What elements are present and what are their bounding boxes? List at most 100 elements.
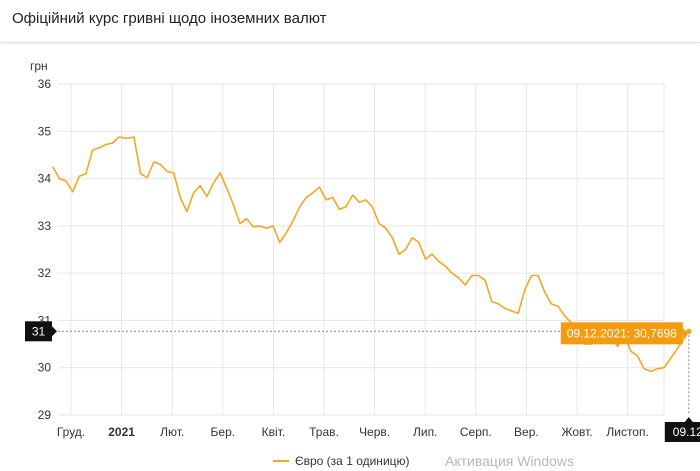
data-point[interactable] — [550, 302, 553, 305]
data-point[interactable] — [146, 176, 149, 179]
data-point[interactable] — [84, 172, 87, 175]
data-point[interactable] — [430, 253, 433, 256]
data-point[interactable] — [523, 288, 526, 291]
data-point[interactable] — [71, 190, 74, 193]
data-point[interactable] — [139, 172, 142, 175]
data-point[interactable] — [536, 274, 539, 277]
data-point[interactable] — [331, 196, 334, 199]
data-point[interactable] — [232, 203, 235, 206]
data-point[interactable] — [424, 257, 427, 260]
data-point[interactable] — [218, 171, 221, 174]
data-point[interactable] — [172, 171, 175, 174]
y-axis-label: грн — [30, 59, 48, 73]
data-point[interactable] — [437, 260, 440, 263]
data-point[interactable] — [417, 241, 420, 244]
data-point[interactable] — [104, 143, 107, 146]
y-crosshair-tag-pointer — [52, 326, 57, 337]
data-point[interactable] — [464, 283, 467, 286]
data-point[interactable] — [318, 185, 321, 188]
data-point[interactable] — [676, 347, 679, 350]
data-point[interactable] — [78, 175, 81, 178]
data-point[interactable] — [397, 253, 400, 256]
data-point[interactable] — [298, 205, 301, 208]
data-point[interactable] — [192, 191, 195, 194]
data-point[interactable] — [185, 210, 188, 213]
data-point[interactable] — [64, 179, 67, 182]
data-point[interactable] — [530, 274, 533, 277]
tooltip-text: 09.12.2021: 30,7698 — [567, 326, 677, 340]
data-point[interactable] — [510, 309, 513, 312]
data-point[interactable] — [258, 224, 261, 227]
data-point[interactable] — [338, 208, 341, 211]
data-point[interactable] — [669, 357, 672, 360]
data-point[interactable] — [391, 236, 394, 239]
data-point[interactable] — [358, 201, 361, 204]
data-point[interactable] — [58, 177, 61, 180]
data-point[interactable] — [225, 186, 228, 189]
crosshair: 09.12.2021: 30,7698 31 09.12 — [25, 321, 700, 442]
data-point[interactable] — [477, 274, 480, 277]
data-point[interactable] — [51, 165, 54, 168]
data-point[interactable] — [238, 222, 241, 225]
data-point[interactable] — [159, 163, 162, 166]
data-point[interactable] — [636, 354, 639, 357]
data-point[interactable] — [117, 135, 120, 138]
data-point[interactable] — [324, 198, 327, 201]
data-point[interactable] — [457, 276, 460, 279]
data-point[interactable] — [271, 224, 274, 227]
data-point[interactable] — [364, 198, 367, 201]
data-point[interactable] — [205, 195, 208, 198]
page-header: Офіційний курс гривні щодо іноземних вал… — [0, 0, 700, 43]
data-point[interactable] — [351, 194, 354, 197]
data-point[interactable] — [444, 264, 447, 267]
y-tick-label: 29 — [38, 408, 52, 422]
data-point[interactable] — [285, 231, 288, 234]
data-point[interactable] — [656, 367, 659, 370]
data-point[interactable] — [642, 367, 645, 370]
data-point[interactable] — [543, 290, 546, 293]
data-point[interactable] — [199, 184, 202, 187]
data-point[interactable] — [470, 274, 473, 277]
data-point[interactable] — [404, 248, 407, 251]
data-point[interactable] — [126, 137, 129, 140]
data-point[interactable] — [377, 222, 380, 225]
y-crosshair-tag-box — [25, 321, 52, 342]
legend[interactable]: Євро (за 1 одиницю) — [273, 452, 410, 470]
data-point[interactable] — [616, 345, 619, 348]
data-point[interactable] — [305, 196, 308, 199]
line-chart[interactable]: 29 30 31 32 33 34 35 36 Груд. 2021 Лют. Бер. Квіт. Т… — [0, 0, 700, 452]
data-point[interactable] — [503, 307, 506, 310]
x-tick-label: 2021 — [108, 425, 135, 439]
data-point[interactable] — [490, 300, 493, 303]
x-crosshair-tag-text: 09.12 — [673, 425, 700, 439]
data-point[interactable] — [291, 220, 294, 223]
data-point[interactable] — [132, 135, 135, 138]
data-point[interactable] — [111, 142, 114, 145]
data-point[interactable] — [91, 149, 94, 152]
data-point[interactable] — [371, 205, 374, 208]
data-point[interactable] — [497, 302, 500, 305]
data-point[interactable] — [411, 236, 414, 239]
data-point[interactable] — [278, 241, 281, 244]
data-point[interactable] — [649, 370, 652, 373]
data-point[interactable] — [165, 170, 168, 173]
data-point[interactable] — [517, 312, 520, 315]
data-point[interactable] — [450, 272, 453, 275]
data-point[interactable] — [483, 279, 486, 282]
data-point[interactable] — [265, 227, 268, 230]
data-point[interactable] — [212, 182, 215, 185]
data-point[interactable] — [384, 227, 387, 230]
x-tick-label: Лют. — [160, 425, 184, 439]
data-point[interactable] — [662, 366, 665, 369]
data-point[interactable] — [252, 225, 255, 228]
data-point[interactable] — [556, 305, 559, 308]
data-point[interactable] — [152, 160, 155, 163]
data-point[interactable] — [179, 196, 182, 199]
data-point[interactable] — [98, 146, 101, 149]
data-point[interactable] — [344, 205, 347, 208]
tooltip: 09.12.2021: 30,7698 — [560, 322, 688, 345]
data-point[interactable] — [245, 217, 248, 220]
data-point[interactable] — [563, 314, 566, 317]
data-point[interactable] — [629, 350, 632, 353]
data-point[interactable] — [311, 191, 314, 194]
